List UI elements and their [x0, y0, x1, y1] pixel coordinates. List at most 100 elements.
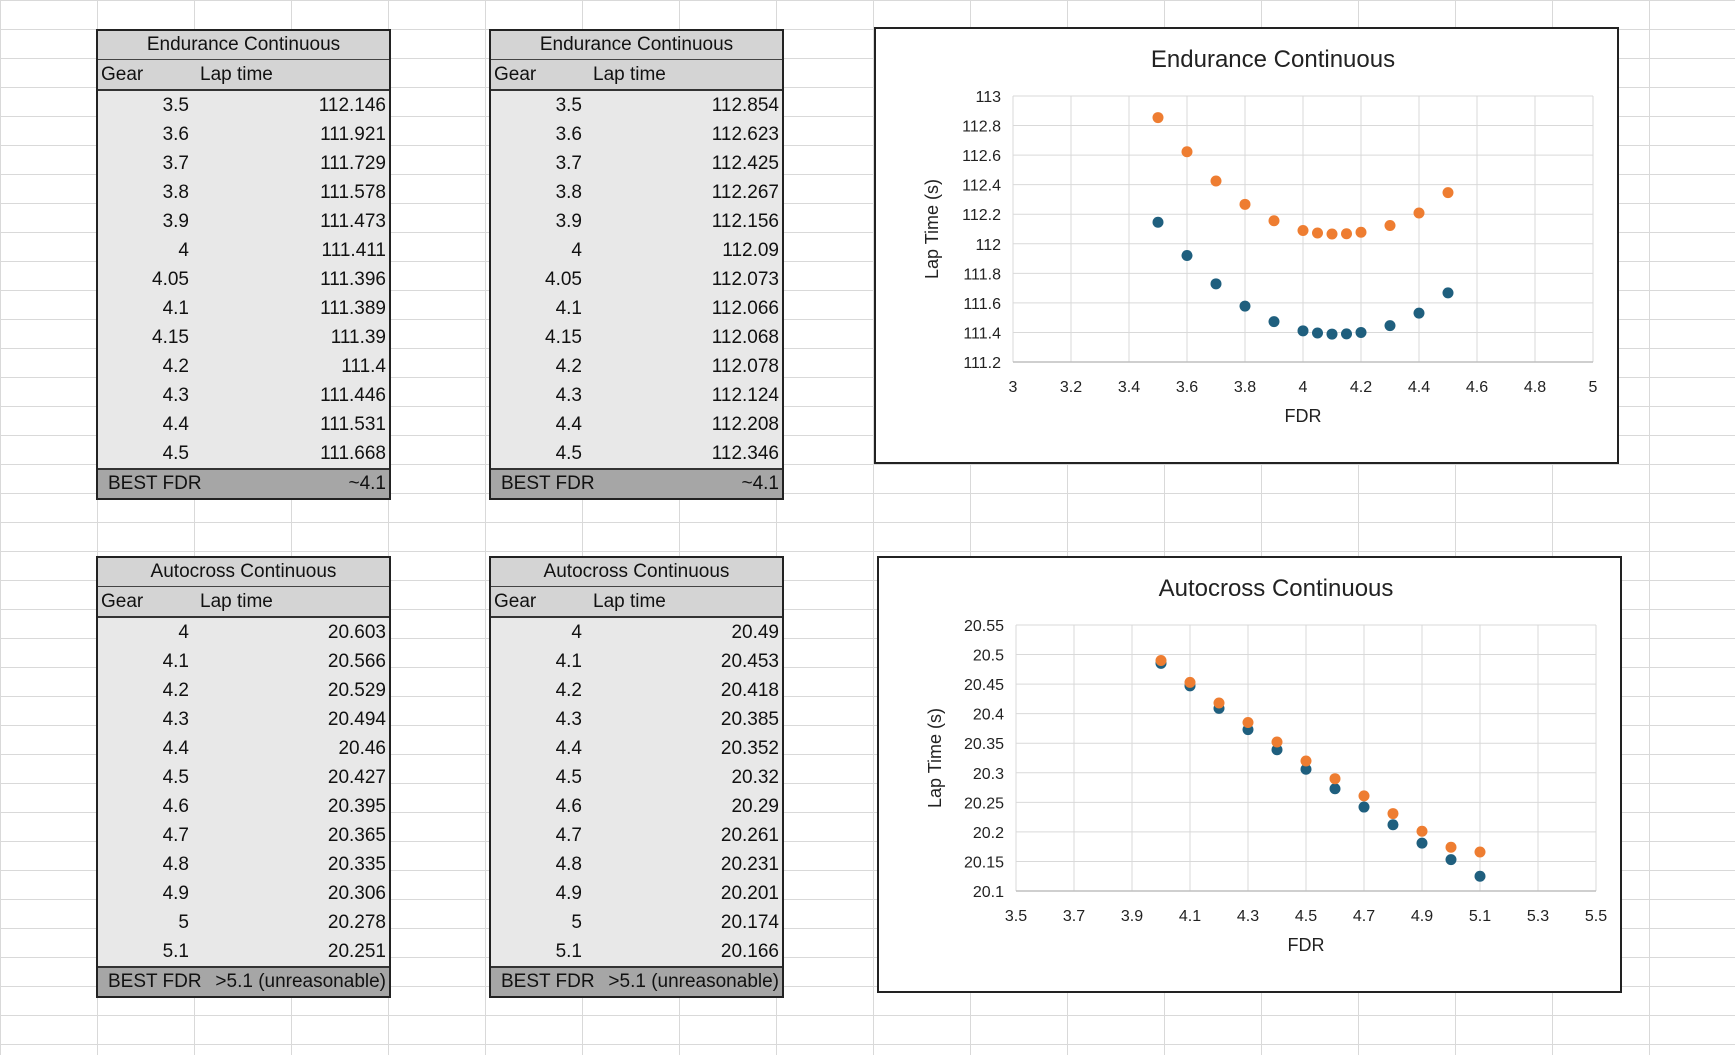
table-row[interactable]: 4.4 20.46	[98, 734, 389, 763]
gear-cell[interactable]: 5.1	[555, 941, 582, 962]
table-row[interactable]: 3.7 111.729	[98, 149, 389, 178]
table-row[interactable]: 4 112.09	[491, 236, 782, 265]
data-point[interactable]	[1355, 226, 1367, 238]
table-row[interactable]: 4.4 112.208	[491, 410, 782, 439]
table-row[interactable]: 4 20.49	[491, 618, 782, 647]
lap-time-cell[interactable]: 20.529	[327, 680, 386, 701]
data-point[interactable]	[1341, 328, 1352, 340]
gear-cell[interactable]: 3.7	[162, 153, 189, 174]
lap-time-cell[interactable]: 20.261	[720, 825, 779, 846]
gear-cell[interactable]: 4.05	[545, 269, 582, 290]
gear-cell[interactable]: 4.1	[162, 651, 189, 672]
gear-cell[interactable]: 4.7	[555, 825, 582, 846]
data-point[interactable]	[1474, 846, 1486, 858]
best-fdr-value[interactable]: >5.1 (unreasonable)	[215, 971, 386, 992]
table-row[interactable]: 4.05 111.396	[98, 265, 389, 294]
lap-time-cell[interactable]: 111.921	[320, 124, 386, 145]
data-point[interactable]	[1358, 790, 1370, 802]
data-point[interactable]	[1445, 854, 1457, 866]
lap-time-cell[interactable]: 111.729	[320, 153, 386, 174]
gear-cell[interactable]: 4.6	[162, 796, 189, 817]
lap-time-cell[interactable]: 112.09	[722, 240, 779, 261]
best-fdr-value[interactable]: ~4.1	[348, 473, 386, 494]
lap-time-cell[interactable]: 112.346	[711, 443, 779, 464]
table-row[interactable]: 4.4 20.352	[491, 734, 782, 763]
data-point[interactable]	[1329, 783, 1341, 795]
data-point[interactable]	[1312, 227, 1323, 239]
gear-cell[interactable]: 4.3	[162, 385, 189, 406]
gear-cell[interactable]: 4.1	[555, 298, 582, 319]
lap-time-cell[interactable]: 112.068	[711, 327, 779, 348]
data-point[interactable]	[1155, 654, 1167, 666]
table-row[interactable]: 4.5 112.346	[491, 439, 782, 468]
data-point[interactable]	[1341, 228, 1352, 240]
data-point[interactable]	[1152, 112, 1164, 124]
table-row[interactable]: 3.8 111.578	[98, 178, 389, 207]
lap-time-cell[interactable]: 112.066	[711, 298, 779, 319]
lap-time-cell[interactable]: 111.531	[320, 414, 386, 435]
gear-cell[interactable]: 4.1	[555, 651, 582, 672]
table-row[interactable]: 4.3 20.494	[98, 705, 389, 734]
data-point[interactable]	[1271, 736, 1283, 748]
gear-cell[interactable]: 4.5	[162, 443, 189, 464]
best-fdr-row[interactable]: BEST FDR >5.1 (unreasonable)	[98, 966, 389, 996]
data-point[interactable]	[1152, 216, 1164, 228]
data-point[interactable]	[1210, 278, 1222, 290]
gear-cell[interactable]: 4.3	[555, 709, 582, 730]
data-point[interactable]	[1297, 325, 1309, 337]
best-fdr-value[interactable]: >5.1 (unreasonable)	[608, 971, 779, 992]
table-row[interactable]: 3.9 112.156	[491, 207, 782, 236]
data-point[interactable]	[1312, 327, 1323, 339]
data-point[interactable]	[1387, 808, 1399, 820]
data-point[interactable]	[1300, 755, 1312, 767]
data-point[interactable]	[1416, 837, 1428, 849]
lap-time-cell[interactable]: 20.201	[720, 883, 779, 904]
gear-cell[interactable]: 4.15	[545, 327, 582, 348]
gear-cell[interactable]: 4.05	[152, 269, 189, 290]
gear-cell[interactable]: 3.7	[555, 153, 582, 174]
table-row[interactable]: 5 20.278	[98, 908, 389, 937]
gear-cell[interactable]: 4.5	[555, 443, 582, 464]
data-point[interactable]	[1239, 198, 1251, 210]
data-point[interactable]	[1242, 717, 1254, 729]
lap-time-cell[interactable]: 112.623	[711, 124, 779, 145]
table-row[interactable]: 4.3 112.124	[491, 381, 782, 410]
data-point[interactable]	[1358, 801, 1370, 813]
lap-time-cell[interactable]: 20.566	[327, 651, 386, 672]
table-row[interactable]: 3.9 111.473	[98, 207, 389, 236]
table-row[interactable]: 4 111.411	[98, 236, 389, 265]
lap-time-cell[interactable]: 111.578	[320, 182, 386, 203]
gear-cell[interactable]: 3.6	[555, 124, 582, 145]
data-point[interactable]	[1268, 316, 1280, 328]
gear-cell[interactable]: 4.15	[152, 327, 189, 348]
chart-autocross[interactable]: Autocross Continuous 20.1 20.15 20.2 20.25 20…	[877, 556, 1622, 993]
table-row[interactable]: 3.8 112.267	[491, 178, 782, 207]
gear-cell[interactable]: 4.4	[162, 738, 189, 759]
lap-time-cell[interactable]: 111.389	[320, 298, 386, 319]
table-row[interactable]: 4.2 112.078	[491, 352, 782, 381]
gear-cell[interactable]: 5	[178, 912, 189, 933]
data-point[interactable]	[1384, 219, 1396, 231]
data-point[interactable]	[1442, 187, 1454, 199]
table-row[interactable]: 4.6 20.29	[491, 792, 782, 821]
gear-cell[interactable]: 4	[571, 240, 582, 261]
table-row[interactable]: 4.1 112.066	[491, 294, 782, 323]
lap-time-cell[interactable]: 112.146	[318, 95, 386, 116]
table-row[interactable]: 5.1 20.251	[98, 937, 389, 966]
lap-time-cell[interactable]: 111.4	[341, 356, 386, 377]
table-row[interactable]: 3.6 111.921	[98, 120, 389, 149]
table-row[interactable]: 4.3 111.446	[98, 381, 389, 410]
lap-time-cell[interactable]: 20.352	[720, 738, 779, 759]
data-point[interactable]	[1355, 326, 1367, 338]
lap-time-cell[interactable]: 20.385	[720, 709, 779, 730]
table-row[interactable]: 4.2 111.4	[98, 352, 389, 381]
lap-time-cell[interactable]: 20.365	[327, 825, 386, 846]
lap-time-cell[interactable]: 112.078	[711, 356, 779, 377]
data-point[interactable]	[1329, 773, 1341, 785]
gear-cell[interactable]: 4.3	[162, 709, 189, 730]
table-row[interactable]: 3.6 112.623	[491, 120, 782, 149]
gear-cell[interactable]: 4.1	[162, 298, 189, 319]
table-row[interactable]: 3.7 112.425	[491, 149, 782, 178]
lap-time-cell[interactable]: 20.174	[720, 912, 779, 933]
gear-cell[interactable]: 4.9	[555, 883, 582, 904]
